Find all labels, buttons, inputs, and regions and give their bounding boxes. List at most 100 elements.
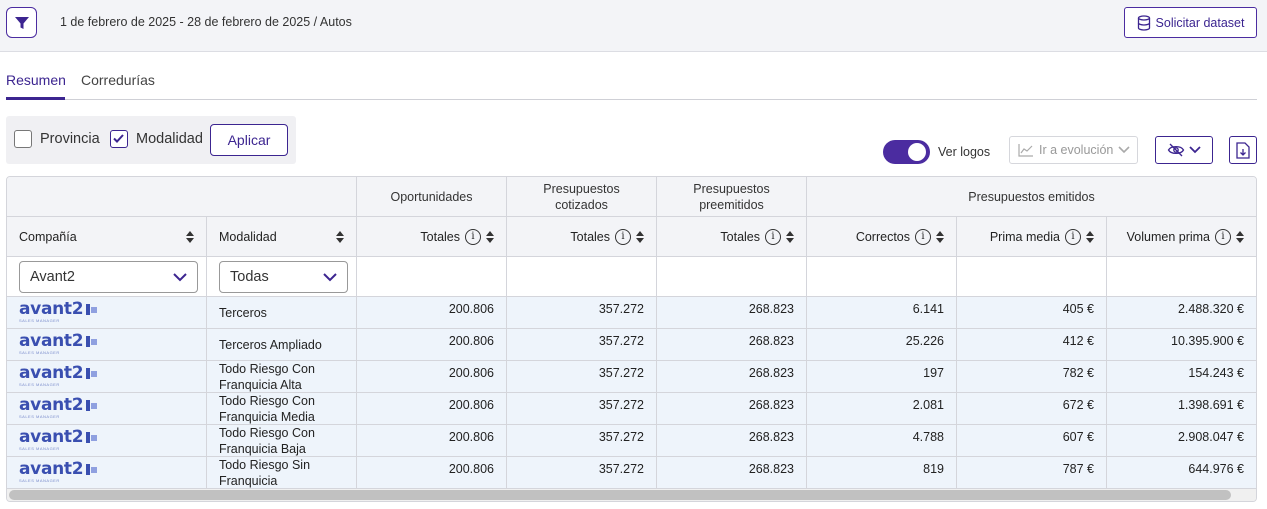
prima-media-cell: 782 € (957, 361, 1107, 393)
column-header-label: Totales (570, 229, 610, 244)
provincia-checkbox[interactable] (14, 130, 32, 148)
filter-cell-empty (657, 257, 807, 297)
logo-subtitle: SALES MANAGER (19, 318, 60, 323)
logo-mark-icon (86, 304, 98, 315)
info-icon[interactable]: i (1215, 228, 1231, 245)
cotizados-cell: 357.272 (507, 297, 657, 329)
column-header-oportunidades-totales[interactable]: Totales i (357, 217, 507, 257)
cotizados-cell: 357.272 (507, 329, 657, 361)
avant2-logo: avant2 (19, 301, 206, 318)
volumen-prima-cell: 154.243 € (1107, 361, 1256, 393)
sort-icon[interactable] (936, 230, 944, 243)
request-dataset-label: Solicitar dataset (1155, 15, 1245, 30)
scrollbar-thumb[interactable] (9, 490, 1231, 500)
tab-corredurias[interactable]: Corredurías (81, 72, 155, 88)
breadcrumb: 1 de febrero de 2025 - 28 de febrero de … (60, 15, 352, 29)
group-header-empty (7, 177, 357, 217)
hide-columns-button[interactable] (1155, 136, 1213, 164)
volumen-prima-cell: 10.395.900 € (1107, 329, 1256, 361)
column-header-compania[interactable]: Compañía (7, 217, 207, 257)
group-header-oportunidades: Oportunidades (357, 177, 507, 217)
oportunidades-cell: 200.806 (357, 297, 507, 329)
logo-mark-icon (86, 400, 98, 411)
logo-text: avant2 (19, 427, 84, 447)
modalidad-cell: Todo Riesgo Con Franquicia Baja (207, 425, 357, 457)
tab-resumen[interactable]: Resumen (6, 72, 66, 88)
filter-cell-empty (1107, 257, 1256, 297)
prima-media-cell: 672 € (957, 393, 1107, 425)
show-logos-toggle[interactable] (883, 140, 930, 164)
company-logo-cell: avant2 SALES MANAGER (7, 425, 207, 457)
column-header-prima-media[interactable]: Prima media i (957, 217, 1107, 257)
data-table: Oportunidades Presupuestos cotizados Pre… (6, 176, 1257, 502)
sort-icon[interactable] (1086, 230, 1094, 243)
request-dataset-button[interactable]: Solicitar dataset (1124, 7, 1257, 38)
modalidad-checkbox[interactable] (110, 130, 128, 148)
modalidad-select[interactable]: Todas (219, 261, 348, 293)
chevron-down-icon (1118, 146, 1130, 154)
column-header-label: Volumen prima (1126, 229, 1210, 244)
logo-subtitle: SALES MANAGER (19, 446, 60, 451)
column-header-modalidad[interactable]: Modalidad (207, 217, 357, 257)
chevron-down-icon (173, 272, 187, 281)
sort-icon[interactable] (186, 230, 194, 243)
modalidad-cell: Todo Riesgo Con Franquicia Media (207, 393, 357, 425)
top-bar: 1 de febrero de 2025 - 28 de febrero de … (0, 0, 1267, 52)
preemitidos-cell: 268.823 (657, 329, 807, 361)
go-to-evolution-label: Ir a evolución (1039, 143, 1114, 157)
sort-icon[interactable] (336, 230, 344, 243)
go-to-evolution-button[interactable]: Ir a evolución (1009, 136, 1138, 164)
avant2-logo: avant2 (19, 427, 206, 447)
company-logo-cell: avant2 SALES MANAGER (7, 361, 207, 393)
preemitidos-cell: 268.823 (657, 297, 807, 329)
info-icon[interactable]: i (765, 228, 781, 245)
avant2-logo: avant2 (19, 333, 206, 350)
info-icon[interactable]: i (615, 228, 631, 245)
filter-cell-empty (957, 257, 1107, 297)
company-logo-cell: avant2 SALES MANAGER (7, 393, 207, 425)
group-header-emitidos: Presupuestos emitidos (807, 177, 1256, 217)
info-icon[interactable]: i (915, 228, 931, 245)
volumen-prima-cell: 2.488.320 € (1107, 297, 1256, 329)
modalidad-cell: Terceros Ampliado (207, 329, 357, 361)
logo-text: avant2 (19, 363, 84, 383)
logo-mark-icon (86, 368, 98, 379)
filter-button[interactable] (6, 7, 37, 38)
line-chart-icon (1018, 144, 1033, 157)
cotizados-cell: 357.272 (507, 425, 657, 457)
prima-media-cell: 412 € (957, 329, 1107, 361)
cotizados-cell: 357.272 (507, 457, 657, 489)
logo-text: avant2 (19, 459, 84, 479)
prima-media-cell: 607 € (957, 425, 1107, 457)
oportunidades-cell: 200.806 (357, 393, 507, 425)
logo-mark-icon (86, 464, 98, 475)
column-header-volumen-prima[interactable]: Volumen prima i (1107, 217, 1256, 257)
info-icon[interactable]: i (465, 228, 481, 245)
correctos-cell: 4.788 (807, 425, 957, 457)
filter-cell-empty (507, 257, 657, 297)
avant2-logo: avant2 (19, 397, 206, 414)
group-header-cotizados: Presupuestos cotizados (507, 177, 657, 217)
compania-select[interactable]: Avant2 (19, 261, 198, 293)
logo-subtitle: SALES MANAGER (19, 414, 60, 419)
column-header-cotizados-totales[interactable]: Totales i (507, 217, 657, 257)
preemitidos-cell: 268.823 (657, 361, 807, 393)
sort-icon[interactable] (486, 230, 494, 243)
active-tab-indicator (6, 97, 65, 100)
avant2-logo: avant2 (19, 459, 206, 479)
sort-icon[interactable] (636, 230, 644, 243)
cotizados-cell: 357.272 (507, 393, 657, 425)
sort-icon[interactable] (1236, 230, 1244, 243)
horizontal-scrollbar[interactable] (7, 489, 1256, 501)
modalidad-cell: Todo Riesgo Con Franquicia Alta (207, 361, 357, 393)
tab-bar: Resumen Corredurías (6, 66, 1257, 100)
sort-icon[interactable] (786, 230, 794, 243)
column-header-label: Modalidad (219, 229, 277, 244)
volumen-prima-cell: 2.908.047 € (1107, 425, 1256, 457)
column-header-correctos[interactable]: Correctos i (807, 217, 957, 257)
column-header-preemitidos-totales[interactable]: Totales i (657, 217, 807, 257)
apply-button[interactable]: Aplicar (210, 124, 288, 156)
oportunidades-cell: 200.806 (357, 329, 507, 361)
download-button[interactable] (1229, 136, 1257, 164)
info-icon[interactable]: i (1065, 228, 1081, 245)
